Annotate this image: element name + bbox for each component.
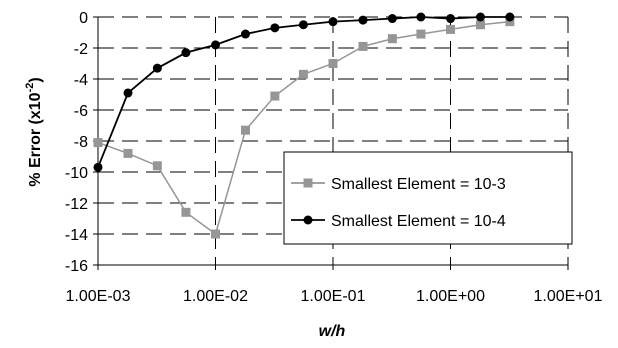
plot-series <box>93 12 515 239</box>
x-tick-label: 1.00E-01 <box>301 288 366 305</box>
series-2-point <box>298 20 308 30</box>
x-tick-label: 1.00E-03 <box>66 288 131 305</box>
y-axis-title-exponent: -2 <box>24 83 36 93</box>
y-tick-label: -6 <box>74 103 88 120</box>
y-tick-label: -2 <box>74 41 88 58</box>
y-tick-label: -10 <box>65 165 88 182</box>
series-1-point <box>505 17 515 27</box>
series-1-point <box>93 138 103 148</box>
legend-swatch-marker <box>303 215 313 225</box>
y-axis-title: % Error (x10-2) <box>24 77 44 186</box>
y-tick-label: 0 <box>79 10 88 27</box>
series-2-point <box>211 40 220 50</box>
x-tick-label: 1.00E+01 <box>534 288 603 305</box>
series-2-point <box>358 15 368 25</box>
series-1-point <box>387 34 397 44</box>
series-1-point <box>446 24 455 34</box>
series-1-point <box>475 20 485 30</box>
series-2-point <box>181 48 191 58</box>
legend-label: Smallest Element = 10-3 <box>331 176 506 193</box>
tick-labels: 0 -2 -4 -6 -8 -10 -12 -14 -16 1.00E-03 1.00E-02 1.0… <box>65 10 603 305</box>
series-2-point <box>328 17 338 27</box>
legend-label: Smallest Element = 10-4 <box>331 213 506 230</box>
series-2-point <box>270 23 280 33</box>
y-tick-label: -4 <box>74 72 88 89</box>
series-2-point <box>446 14 455 24</box>
x-tick-label: 1.00E-02 <box>183 288 248 305</box>
series-2 <box>93 12 515 172</box>
series-2-point <box>93 162 103 172</box>
series-1-point <box>270 91 280 101</box>
series-2-point <box>387 14 397 24</box>
series-2-line <box>97 16 510 168</box>
y-tick-label: -8 <box>74 134 88 151</box>
series-1-point <box>181 207 191 217</box>
series-2-point <box>240 29 250 39</box>
series-1-point <box>152 161 162 171</box>
series-1 <box>93 17 515 239</box>
y-tick-label: -16 <box>65 258 88 275</box>
series-2-point <box>123 88 133 98</box>
x-tick-label: 1.00E+00 <box>416 288 485 305</box>
legend-swatch-marker <box>303 178 313 188</box>
series-2-point <box>505 12 515 22</box>
series-1-point <box>416 29 426 39</box>
series-1-point <box>298 69 308 79</box>
series-2-point <box>475 12 485 22</box>
y-axis-title-close: ) <box>27 77 44 82</box>
y-tick-label: -12 <box>65 196 88 213</box>
series-1-point <box>240 125 250 135</box>
series-1-point <box>123 148 133 158</box>
series-1-point <box>211 229 220 239</box>
legend-box <box>283 151 573 245</box>
y-axis-title-main: % Error (x10 <box>27 92 44 186</box>
series-1-point <box>358 41 368 51</box>
y-tick-label: -14 <box>65 227 88 244</box>
legend: Smallest Element = 10-3 Smallest Element … <box>283 151 573 245</box>
x-axis-title: w/h <box>319 323 346 340</box>
series-2-point <box>416 12 426 22</box>
series-2-point <box>152 63 162 73</box>
series-1-point <box>328 59 338 68</box>
